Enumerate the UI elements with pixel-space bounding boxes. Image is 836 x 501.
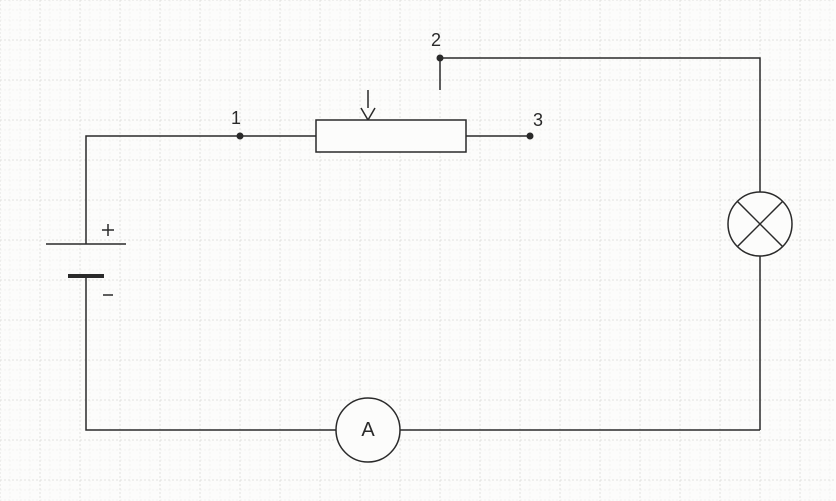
- node-label-n2: 2: [431, 30, 441, 50]
- ammeter-label: A: [361, 419, 375, 441]
- node-n2: [437, 55, 444, 62]
- node-n1: [237, 133, 244, 140]
- node-label-n1: 1: [231, 108, 241, 128]
- circuit-diagram: A 1 2 3: [0, 0, 836, 501]
- ammeter: A: [336, 398, 400, 462]
- lamp: [728, 192, 792, 256]
- rheostat-body: [316, 120, 466, 152]
- node-label-n3: 3: [533, 110, 543, 130]
- background: [0, 0, 836, 501]
- node-n3: [527, 133, 534, 140]
